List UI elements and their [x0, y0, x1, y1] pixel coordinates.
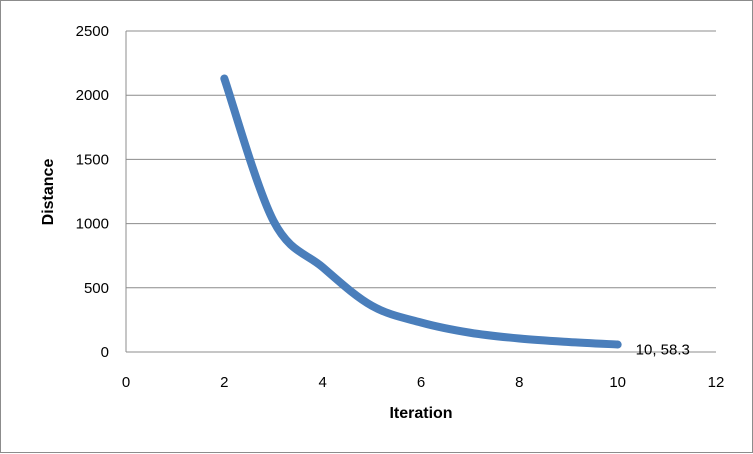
x-axis-title: Iteration — [389, 405, 452, 422]
series-line-0 — [220, 74, 622, 349]
x-tick-label: 2 — [220, 374, 228, 391]
x-tick-label: 4 — [318, 374, 326, 391]
y-tick-label: 2000 — [76, 87, 109, 104]
y-tick-label: 1000 — [76, 216, 109, 233]
y-tick-label: 2500 — [76, 23, 109, 40]
x-tick-label: 10 — [609, 374, 626, 391]
y-tick-label: 500 — [84, 280, 109, 297]
y-tick-label: 1500 — [76, 151, 109, 168]
x-tick-label: 0 — [122, 374, 130, 391]
x-tick-label: 8 — [515, 374, 523, 391]
data-labels: 10, 58.3 — [636, 342, 690, 359]
y-tick-label: 0 — [101, 344, 109, 361]
axes — [125, 31, 716, 353]
x-tick-label: 12 — [708, 374, 725, 391]
x-tick-labels: 0 2 4 6 8 10 12 — [122, 374, 725, 391]
series — [220, 74, 622, 349]
gridlines — [126, 30, 716, 289]
x-tick-label: 6 — [417, 374, 425, 391]
y-tick-labels: 0 500 1000 1500 2000 2500 — [76, 23, 109, 361]
data-label: 10, 58.3 — [636, 342, 690, 359]
y-axis-title: Distance — [40, 159, 57, 226]
